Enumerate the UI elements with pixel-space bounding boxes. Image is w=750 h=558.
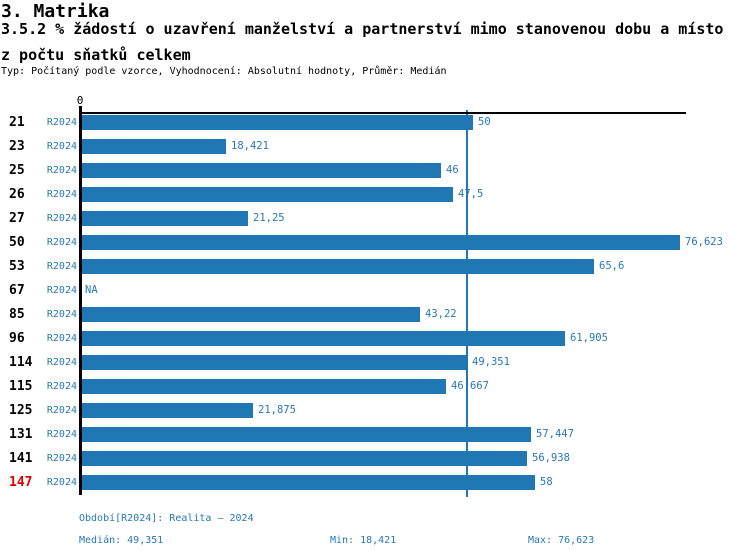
page-title: 3. Matrika — [1, 1, 110, 22]
median-stat-label: Medián: 49,351 — [79, 535, 164, 546]
row-value-label: 46,667 — [451, 380, 489, 392]
row-series-label: R2024 — [46, 285, 77, 296]
row-bar — [82, 211, 248, 226]
indicator-subtitle-line2: z počtu sňatků celkem — [1, 46, 191, 64]
row-value-label: 46 — [446, 164, 459, 176]
row-category-label: 147 — [9, 475, 33, 490]
chart-row: 27 R2024 21,25 — [0, 209, 750, 233]
row-bar — [82, 355, 467, 370]
row-series-label: R2024 — [46, 477, 77, 488]
row-bar — [82, 259, 594, 274]
row-bar — [82, 379, 446, 394]
row-bar — [82, 187, 453, 202]
row-category-label: 67 — [9, 283, 25, 298]
row-category-label: 114 — [9, 355, 33, 370]
row-value-label: 57,447 — [536, 428, 574, 440]
chart-row: 147 R2024 58 — [0, 473, 750, 497]
row-bar — [82, 307, 420, 322]
x-axis-line — [79, 112, 686, 114]
row-series-label: R2024 — [46, 309, 77, 320]
chart-row: 115 R2024 46,667 — [0, 377, 750, 401]
row-value-label: 50 — [478, 116, 491, 128]
row-series-label: R2024 — [46, 405, 77, 416]
row-series-label: R2024 — [46, 357, 77, 368]
chart-row: 141 R2024 56,938 — [0, 449, 750, 473]
row-bar — [82, 403, 253, 418]
indicator-subtitle-line1: 3.5.2 % žádostí o uzavření manželství a … — [1, 20, 724, 38]
max-stat-label: Max: 76,623 — [528, 535, 595, 546]
row-category-label: 85 — [9, 307, 25, 322]
row-series-label: R2024 — [46, 117, 77, 128]
row-series-label: R2024 — [46, 237, 77, 248]
row-value-label: 43,22 — [425, 308, 457, 320]
row-category-label: 53 — [9, 259, 25, 274]
row-category-label: 125 — [9, 403, 33, 418]
chart-row: 21 R2024 50 — [0, 113, 750, 137]
row-series-label: R2024 — [46, 261, 77, 272]
row-category-label: 21 — [9, 115, 25, 130]
chart-row: 25 R2024 46 — [0, 161, 750, 185]
row-bar — [82, 115, 473, 130]
row-value-label: 18,421 — [231, 140, 269, 152]
chart-row: 53 R2024 65,6 — [0, 257, 750, 281]
row-bar — [82, 331, 565, 346]
row-bar — [82, 235, 680, 250]
row-series-label: R2024 — [46, 189, 77, 200]
row-category-label: 141 — [9, 451, 33, 466]
row-value-label: 49,351 — [472, 356, 510, 368]
row-value-label: NA — [85, 284, 98, 296]
row-value-label: 21,25 — [253, 212, 285, 224]
chart-row: 26 R2024 47,5 — [0, 185, 750, 209]
row-series-label: R2024 — [46, 453, 77, 464]
row-series-label: R2024 — [46, 333, 77, 344]
row-value-label: 61,905 — [570, 332, 608, 344]
row-bar — [82, 139, 226, 154]
row-category-label: 96 — [9, 331, 25, 346]
y-axis-line — [79, 106, 82, 495]
chart-row: 23 R2024 18,421 — [0, 137, 750, 161]
row-series-label: R2024 — [46, 165, 77, 176]
row-value-label: 76,623 — [685, 236, 723, 248]
median-reference-line — [466, 110, 468, 497]
row-bar — [82, 451, 527, 466]
row-series-label: R2024 — [46, 141, 77, 152]
row-category-label: 27 — [9, 211, 25, 226]
indicator-meta-line: Typ: Počítaný podle vzorce, Vyhodnocení:… — [1, 66, 447, 77]
row-category-label: 50 — [9, 235, 25, 250]
row-series-label: R2024 — [46, 213, 77, 224]
row-value-label: 21,875 — [258, 404, 296, 416]
period-label: Období[R2024]: Realita – 2024 — [79, 513, 254, 524]
chart-row: 131 R2024 57,447 — [0, 425, 750, 449]
row-value-label: 65,6 — [599, 260, 625, 272]
chart-row: 50 R2024 76,623 — [0, 233, 750, 257]
row-category-label: 23 — [9, 139, 25, 154]
chart-row: 85 R2024 43,22 — [0, 305, 750, 329]
row-value-label: 56,938 — [532, 452, 570, 464]
chart-row: 67 R2024 NA — [0, 281, 750, 305]
row-series-label: R2024 — [46, 429, 77, 440]
row-category-label: 26 — [9, 187, 25, 202]
chart-row: 96 R2024 61,905 — [0, 329, 750, 353]
row-category-label: 25 — [9, 163, 25, 178]
min-stat-label: Min: 18,421 — [330, 535, 397, 546]
row-value-label: 47,5 — [458, 188, 484, 200]
chart-row: 114 R2024 49,351 — [0, 353, 750, 377]
row-category-label: 115 — [9, 379, 33, 394]
x-axis-zero-tick-label: 0 — [76, 94, 84, 107]
chart-row: 125 R2024 21,875 — [0, 401, 750, 425]
row-bar — [82, 475, 535, 490]
row-category-label: 131 — [9, 427, 33, 442]
row-value-label: 58 — [540, 476, 553, 488]
row-bar — [82, 427, 531, 442]
row-series-label: R2024 — [46, 381, 77, 392]
row-bar — [82, 163, 441, 178]
